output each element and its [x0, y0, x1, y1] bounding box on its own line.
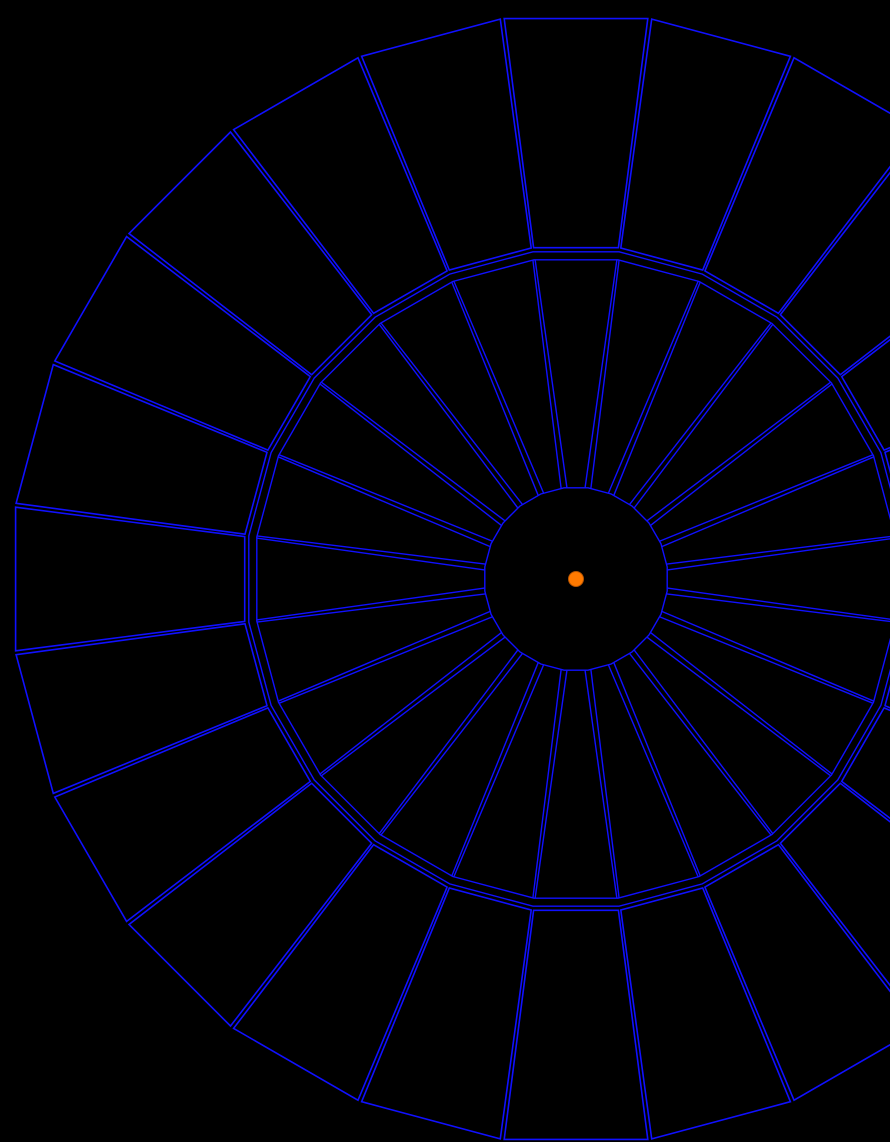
- spoke-line: [257, 588, 485, 620]
- spoke-line: [647, 637, 831, 776]
- spoke-line: [660, 455, 873, 541]
- outer-block: [129, 783, 372, 1026]
- outer-block: [705, 845, 890, 1100]
- spoke-line: [257, 594, 485, 622]
- spoke-line: [379, 650, 518, 834]
- outer-block: [362, 19, 532, 270]
- spoke-line: [379, 324, 518, 508]
- spoke-line: [614, 282, 700, 495]
- spoke-line: [257, 538, 485, 570]
- spoke-line: [585, 671, 617, 899]
- outer-block: [842, 237, 890, 451]
- center-marker: [569, 572, 584, 587]
- spoke-line: [591, 260, 619, 488]
- spoke-line: [591, 670, 619, 898]
- spoke-line: [634, 650, 773, 834]
- spoke-line: [278, 457, 490, 547]
- spoke-line: [634, 324, 773, 508]
- spoke-line: [321, 382, 505, 521]
- spoke-line: [614, 663, 700, 876]
- spoke-line: [662, 612, 874, 702]
- spoke-line: [662, 457, 874, 547]
- spoke-line: [381, 323, 522, 504]
- spoke-line: [667, 594, 890, 622]
- outer-block: [705, 58, 890, 313]
- spoke-line: [630, 323, 771, 504]
- hub-group: [485, 488, 667, 670]
- spoke-line: [533, 670, 561, 898]
- spoke-line: [668, 538, 890, 570]
- outer-block: [780, 783, 890, 1026]
- outer-block: [16, 365, 267, 535]
- spoke-line: [257, 536, 485, 564]
- spoke-line: [279, 617, 492, 703]
- outer-block: [129, 132, 372, 375]
- outer-block: [842, 708, 890, 922]
- spoke-line: [320, 384, 501, 525]
- spoke-line: [630, 654, 771, 835]
- spoke-line: [533, 260, 561, 488]
- outer-block: [780, 132, 890, 375]
- spoke-line: [609, 281, 699, 493]
- spoke-line: [535, 671, 567, 899]
- spoke-line: [320, 633, 501, 774]
- spoke-line: [381, 654, 522, 835]
- spoke-line: [278, 612, 490, 702]
- outer-block-group: [16, 19, 890, 1140]
- outer-block: [362, 888, 532, 1139]
- spoke-line: [454, 281, 544, 493]
- spoke-line: [647, 382, 831, 521]
- spoke-line: [651, 384, 832, 525]
- spoke-line: [321, 637, 505, 776]
- spoke-line: [585, 260, 617, 488]
- spoke-line: [452, 282, 538, 495]
- spoke-line: [651, 633, 832, 774]
- outer-block: [621, 19, 791, 270]
- spoke-line: [668, 588, 890, 620]
- spoke-line: [535, 260, 567, 488]
- spoke-line: [609, 665, 699, 877]
- spoke-line: [279, 455, 492, 541]
- outer-block: [16, 624, 267, 794]
- spoke-line: [660, 617, 873, 703]
- outer-block: [621, 888, 791, 1139]
- spoke-line: [452, 663, 538, 876]
- spoke-line: [454, 665, 544, 877]
- spoke-line: [667, 536, 890, 564]
